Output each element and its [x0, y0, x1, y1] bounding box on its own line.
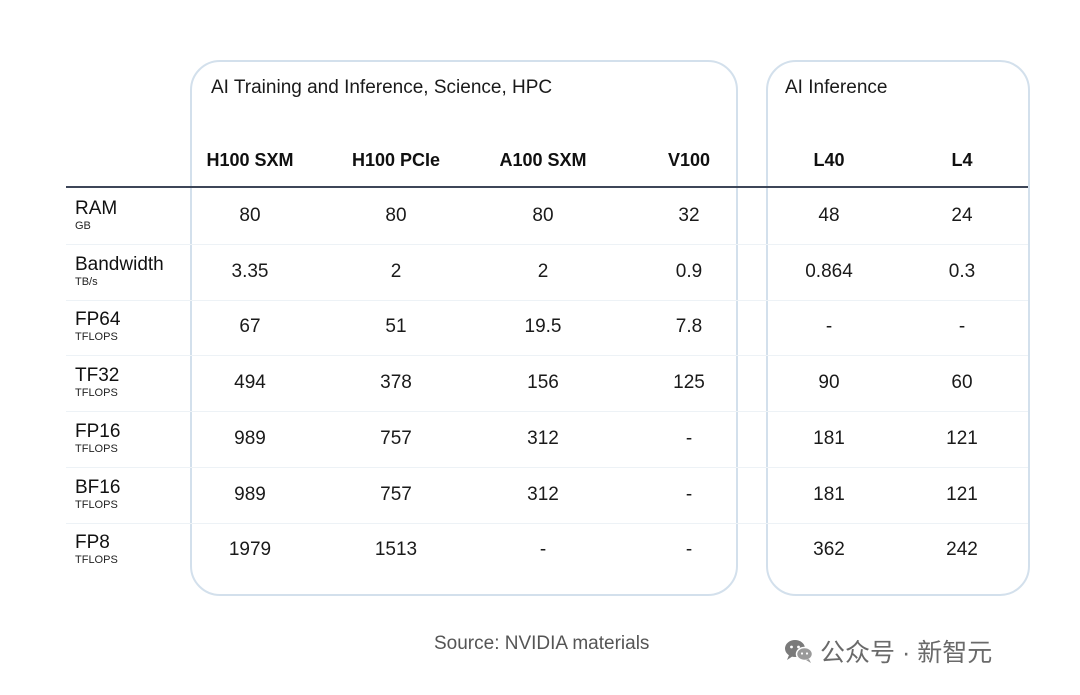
table-cell: 32: [678, 205, 700, 226]
table-cell: 181: [813, 484, 845, 505]
table-cell: 60: [951, 372, 973, 393]
training-group-panel: [190, 60, 738, 596]
row-unit: TB/s: [75, 276, 98, 288]
table-cell: 3.35: [231, 261, 269, 282]
table-cell: 121: [946, 484, 978, 505]
table-cell: 0.864: [805, 261, 853, 282]
row-label: Bandwidth TB/s: [75, 254, 164, 289]
row-label: FP64 TFLOPS: [75, 309, 121, 344]
table-cell: 19.5: [524, 316, 562, 337]
row-name: FP64: [75, 309, 121, 330]
table-cell: 757: [380, 428, 412, 449]
table-cell: -: [685, 484, 693, 505]
table-cell: 24: [951, 205, 973, 226]
header-divider: [66, 186, 1028, 188]
table-cell: 989: [234, 428, 266, 449]
row-divider: [66, 523, 1028, 524]
row-divider: [66, 244, 1028, 245]
table-cell: 121: [946, 428, 978, 449]
wechat-icon: [785, 640, 814, 663]
row-divider: [66, 467, 1028, 468]
column-header: H100 PCIe: [351, 150, 441, 170]
row-unit: TFLOPS: [75, 331, 118, 343]
row-name: FP8: [75, 532, 110, 553]
table-cell: -: [685, 539, 693, 560]
table-cell: 125: [673, 372, 705, 393]
table-cell: 2: [537, 261, 549, 282]
table-cell: 7.8: [675, 316, 703, 337]
column-header: L4: [951, 150, 973, 170]
table-cell: 242: [946, 539, 978, 560]
table-cell: 181: [813, 428, 845, 449]
table-cell: 67: [239, 316, 261, 337]
table-cell: 51: [385, 316, 407, 337]
table-cell: 1979: [228, 539, 272, 560]
source-caption: Source: NVIDIA materials: [434, 633, 650, 654]
column-header: H100 SXM: [206, 150, 294, 170]
inference-group-title: AI Inference: [785, 77, 888, 98]
row-unit: GB: [75, 220, 91, 232]
table-cell: 1513: [374, 539, 418, 560]
row-label: FP8 TFLOPS: [75, 532, 118, 567]
row-unit: TFLOPS: [75, 443, 118, 455]
table-cell: 0.9: [675, 261, 703, 282]
table-cell: 0.3: [948, 261, 976, 282]
table-cell: 2: [390, 261, 402, 282]
table-cell: 312: [527, 484, 559, 505]
row-divider: [66, 355, 1028, 356]
row-name: BF16: [75, 477, 121, 498]
table-cell: 48: [818, 205, 840, 226]
training-group-title: AI Training and Inference, Science, HPC: [211, 77, 553, 98]
table-cell: 362: [813, 539, 845, 560]
row-name: FP16: [75, 421, 121, 442]
row-divider: [66, 411, 1028, 412]
row-unit: TFLOPS: [75, 554, 118, 566]
table-cell: 156: [527, 372, 559, 393]
table-cell: 989: [234, 484, 266, 505]
inference-group-panel: [766, 60, 1030, 596]
table-cell: -: [958, 316, 966, 337]
row-label: RAM GB: [75, 198, 118, 233]
table-cell: 80: [385, 205, 407, 226]
row-label: FP16 TFLOPS: [75, 421, 121, 456]
column-header: L40: [813, 150, 845, 170]
table-cell: 80: [239, 205, 261, 226]
table-cell: 494: [234, 372, 266, 393]
row-unit: TFLOPS: [75, 387, 118, 399]
row-unit: TFLOPS: [75, 499, 118, 511]
column-header: V100: [667, 150, 711, 170]
row-label: TF32 TFLOPS: [75, 365, 120, 400]
row-name: Bandwidth: [75, 254, 164, 275]
row-label: BF16 TFLOPS: [75, 477, 121, 512]
table-cell: 80: [532, 205, 554, 226]
column-header: A100 SXM: [499, 150, 587, 170]
row-divider: [66, 300, 1028, 301]
table-cell: -: [539, 539, 547, 560]
watermark-text: 公众号 · 新智元: [820, 639, 993, 667]
table-cell: -: [825, 316, 833, 337]
watermark: 公众号 · 新智元: [784, 633, 992, 669]
table-cell: 90: [818, 372, 840, 393]
table-cell: -: [685, 428, 693, 449]
table-cell: 312: [527, 428, 559, 449]
table-cell: 757: [380, 484, 412, 505]
row-name: RAM: [75, 198, 118, 219]
row-name: TF32: [75, 365, 120, 386]
table-cell: 378: [380, 372, 412, 393]
